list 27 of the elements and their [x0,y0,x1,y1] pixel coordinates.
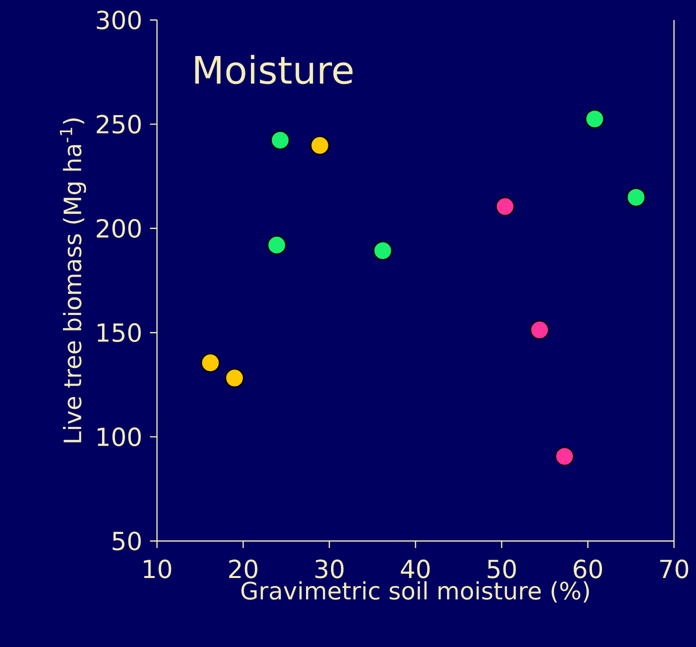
x-tick-label: 70 [660,560,688,578]
y-tick-label: 250 [96,114,141,134]
x-tick-label: 50 [488,560,516,578]
text: Moisture [195,54,353,84]
x-tick-label: 20 [229,560,258,578]
point [554,446,574,466]
point [626,188,646,207]
point [310,136,330,156]
y-tick-label: 50 [112,532,141,550]
y-tick-label: 300 [96,10,141,30]
y-tick-label: 100 [98,427,141,446]
point [530,320,550,340]
y-tick-label: 200 [96,218,141,238]
point [270,130,290,150]
x-axis-title: Gravimetric soil moisture (%) [241,581,589,603]
x-tick-label: 30 [315,560,344,578]
x-tick-label: 10 [144,560,172,578]
x-tick-label: 60 [574,560,602,578]
point [200,353,220,372]
point [496,196,515,216]
y-axis-title: Live tree biomass (Mg ha$^{-1}$) [60,118,86,442]
point [585,109,604,129]
point [373,241,392,260]
x-tick-label: 40 [400,560,430,578]
point [267,235,286,255]
point [224,368,244,388]
y-tick-label: 150 [98,323,141,342]
